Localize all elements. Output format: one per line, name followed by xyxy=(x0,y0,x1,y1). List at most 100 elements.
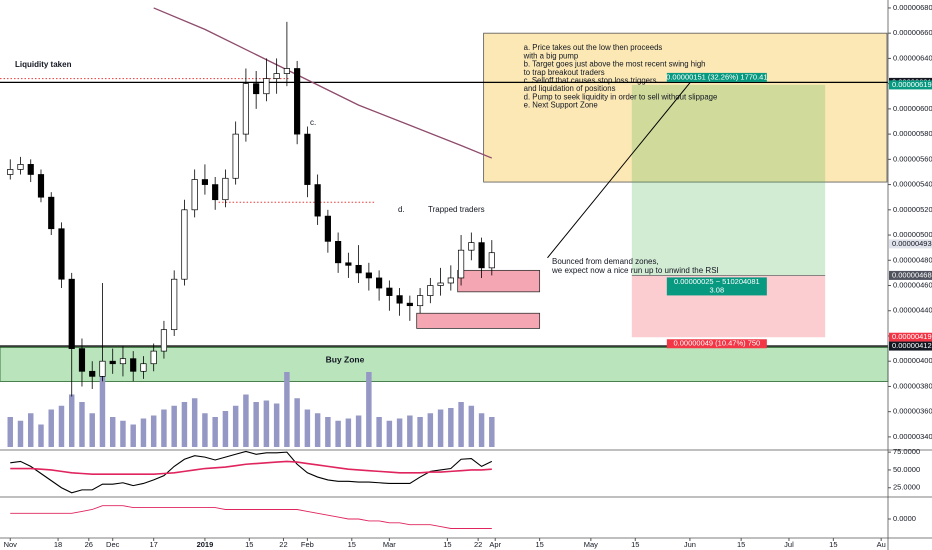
candle-body xyxy=(130,358,137,372)
volume-bar xyxy=(161,409,167,447)
demand-zone xyxy=(416,312,541,329)
volume-bar xyxy=(232,405,239,447)
volume-bar xyxy=(191,398,198,447)
candle-body xyxy=(488,252,495,269)
note-line: with a big pump xyxy=(523,51,579,60)
price-label-box xyxy=(889,341,932,351)
candle-body xyxy=(37,174,45,198)
x-tick-label: 15 xyxy=(245,540,253,549)
volume-bar xyxy=(376,417,382,447)
volume-bar xyxy=(489,417,495,447)
annotation: Bounced from demand zones, xyxy=(552,257,659,266)
candle-body xyxy=(324,215,331,242)
x-tick-label: 15 xyxy=(631,540,639,549)
volume-bar xyxy=(171,405,177,447)
y-tick-label: 0.00000460 xyxy=(893,280,932,289)
candle-body xyxy=(396,295,403,304)
volume-bar xyxy=(68,394,75,447)
volume-bar xyxy=(294,398,300,447)
volume-bar xyxy=(427,413,434,447)
volume-bar xyxy=(448,408,454,447)
y-tick-label: 0.00000440 xyxy=(893,306,932,315)
volume-bar xyxy=(478,413,485,447)
x-tick-label: 17 xyxy=(150,540,158,549)
candle-body xyxy=(478,242,485,269)
price-label: 0.00000493 xyxy=(892,239,932,248)
x-tick-label: 15 xyxy=(737,540,745,549)
volume-bar xyxy=(17,420,24,447)
volume-bar xyxy=(417,417,423,447)
candle-body xyxy=(365,272,372,279)
x-tick-label: Jul xyxy=(784,540,794,549)
volume-bar xyxy=(355,415,362,447)
y-tick-label: 0.00000580 xyxy=(893,129,932,138)
volume-bar xyxy=(386,420,393,447)
volume-bar xyxy=(120,420,126,447)
candle-body xyxy=(160,329,168,352)
y-tick-label: 0.00000500 xyxy=(893,230,932,239)
candle-body xyxy=(345,262,352,266)
candle-body xyxy=(58,228,65,280)
y-tick-label: 0.00000600 xyxy=(893,104,932,113)
volume-bar xyxy=(202,413,208,447)
x-tick-label: 18 xyxy=(54,540,62,549)
candle-body xyxy=(447,277,454,284)
note-box xyxy=(483,32,888,183)
candle-body xyxy=(314,184,321,217)
volume-bar xyxy=(468,405,475,447)
price-label: 0.00000419 xyxy=(892,332,932,341)
price-label: 0.00000468 xyxy=(892,270,932,279)
volume-bar xyxy=(325,417,331,447)
y-tick-label: 0.00000360 xyxy=(893,407,932,416)
volume-bar xyxy=(130,424,136,447)
x-tick-label: 2019 xyxy=(197,540,214,549)
volume-bar xyxy=(437,409,444,447)
candle-body xyxy=(201,179,209,185)
candle-body xyxy=(294,68,301,135)
x-tick-label: Nov xyxy=(4,540,18,549)
volume-bar xyxy=(222,411,229,447)
price-label: 0.00000412 xyxy=(892,341,932,350)
volume-bar xyxy=(304,409,311,447)
position-label-box xyxy=(666,72,767,82)
volume-bar xyxy=(89,413,95,447)
annotation: Trapped traders xyxy=(428,205,485,214)
candle-body xyxy=(191,179,198,211)
candle-body xyxy=(427,285,434,296)
oscillator-line xyxy=(10,505,492,529)
volume-bar xyxy=(79,402,85,447)
x-tick-label: 15 xyxy=(348,540,356,549)
candle-body xyxy=(406,302,413,307)
volume-bar xyxy=(140,418,147,447)
rsi-tick-label: 50.0000 xyxy=(893,465,920,474)
volume-bar xyxy=(263,400,270,447)
candle-body xyxy=(335,241,342,264)
x-tick-label: 22 xyxy=(474,540,482,549)
rsi-tick-label: 25.0000 xyxy=(893,483,920,492)
candle-body xyxy=(99,360,106,377)
candle-body xyxy=(355,264,362,274)
y-tick-label: 0.00000520 xyxy=(893,205,932,214)
arrow xyxy=(547,74,697,259)
price-label-box xyxy=(889,239,932,249)
y-tick-label: 0.00000640 xyxy=(893,53,932,62)
candle-body xyxy=(386,287,393,296)
note-line: a. Price takes out the low then proceeds xyxy=(524,43,663,52)
rsi-tick-label: 75.0000 xyxy=(893,447,920,456)
candle-body xyxy=(222,177,229,201)
volume-bar xyxy=(366,372,372,447)
annotation: d. xyxy=(398,205,405,214)
candle-body xyxy=(212,184,219,201)
annotation: we expect now a nice run up to unwind th… xyxy=(551,266,719,275)
volume-bar xyxy=(150,415,157,447)
candle-body xyxy=(109,360,116,365)
candle-body xyxy=(181,209,188,280)
x-tick-label: Mar xyxy=(383,540,396,549)
candle-body xyxy=(232,133,239,179)
y-tick-label: 0.00000540 xyxy=(893,180,932,189)
candle-body xyxy=(119,358,127,365)
annotation: Liquidity taken xyxy=(15,60,72,69)
x-tick-label: Jun xyxy=(684,540,696,549)
candle-body xyxy=(376,277,383,289)
y-tick-label: 0.00000680 xyxy=(893,3,932,12)
